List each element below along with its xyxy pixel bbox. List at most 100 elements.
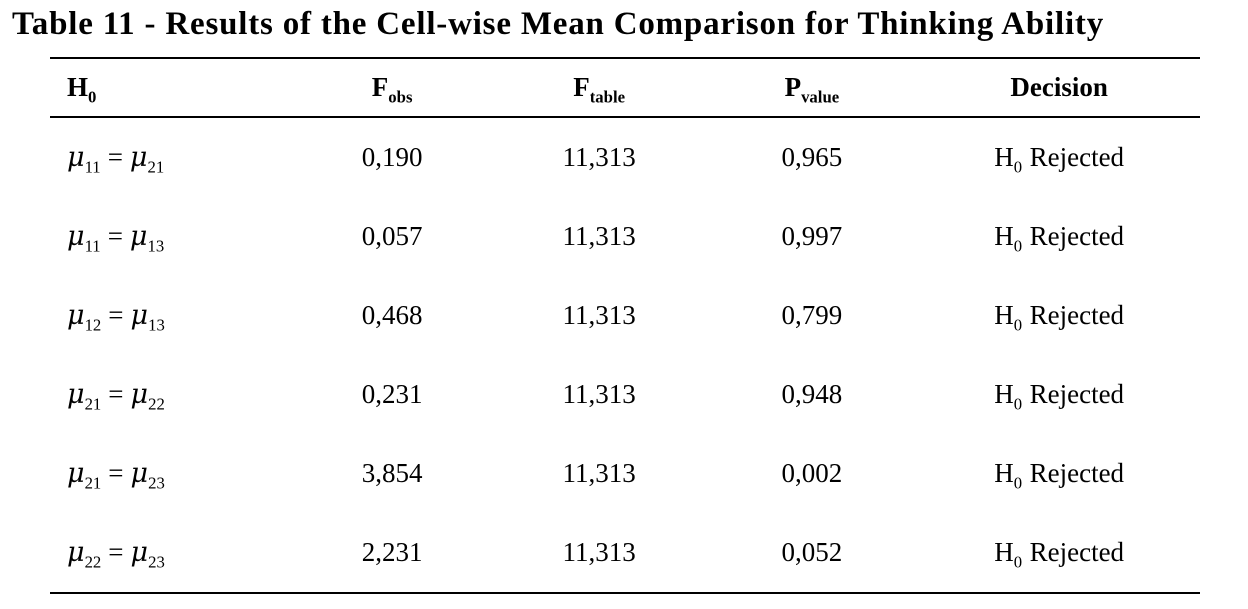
- equals-sign: =: [107, 142, 123, 172]
- decision-cell: H0 Rejected: [918, 355, 1200, 434]
- mu-symbol: μ: [130, 458, 149, 489]
- table-row: μ22 = μ23 2,231 11,313 0,052 H0 Rejected: [50, 513, 1200, 594]
- mu-symbol: μ: [67, 142, 85, 173]
- decision-cell: H0 Rejected: [918, 513, 1200, 594]
- header-h0-base: H: [67, 72, 89, 102]
- mu-left-subscript: 11: [84, 157, 101, 177]
- p-value-cell: 0,965: [781, 142, 843, 172]
- header-row: H0 Fobs Ftable Pvalue Decision: [50, 57, 1200, 118]
- decision-label: Rejected: [1029, 458, 1125, 488]
- mu-symbol: μ: [67, 300, 85, 331]
- col-header-h0: H0: [50, 57, 292, 118]
- decision-label: Rejected: [1029, 537, 1125, 567]
- mu-symbol: μ: [130, 300, 149, 331]
- f-table-cell: 11,313: [562, 300, 636, 330]
- decision-cell: H0 Rejected: [918, 197, 1200, 276]
- col-header-decision: Decision: [918, 57, 1200, 118]
- table-header: H0 Fobs Ftable Pvalue Decision: [50, 57, 1200, 118]
- decision-h-sub: 0: [1013, 473, 1023, 493]
- decision-label: Rejected: [1029, 379, 1125, 409]
- decision-label: Rejected: [1029, 300, 1125, 330]
- header-decision-base: Decision: [1010, 72, 1108, 102]
- hypothesis-cell: μ21 = μ23: [50, 434, 292, 513]
- equals-sign: =: [108, 537, 124, 567]
- f-obs-cell: 3,854: [361, 458, 423, 488]
- hypothesis-cell: μ22 = μ23: [50, 513, 292, 594]
- f-obs-cell: 0,231: [361, 379, 423, 409]
- mu-left-subscript: 22: [84, 552, 102, 572]
- header-pvalue-base: P: [784, 72, 802, 102]
- mu-right-subscript: 21: [147, 157, 165, 177]
- p-value-cell: 0,002: [781, 458, 843, 488]
- mu-symbol: μ: [67, 221, 85, 252]
- hypothesis-cell: μ12 = μ13: [50, 276, 292, 355]
- equals-sign: =: [108, 300, 124, 330]
- mu-left-subscript: 12: [84, 315, 102, 335]
- hypothesis-cell: μ21 = μ22: [50, 355, 292, 434]
- f-table-cell: 11,313: [562, 458, 636, 488]
- mu-symbol: μ: [129, 221, 148, 252]
- equals-sign: =: [108, 379, 124, 409]
- mu-left-subscript: 21: [84, 473, 102, 493]
- hypothesis-cell: μ11 = μ13: [50, 197, 292, 276]
- header-h0-sub: 0: [88, 87, 97, 107]
- decision-h-sub: 0: [1013, 394, 1023, 414]
- table-row: μ12 = μ13 0,468 11,313 0,799 H0 Rejected: [50, 276, 1200, 355]
- decision-cell: H0 Rejected: [918, 117, 1200, 197]
- table-row: μ11 = μ21 0,190 11,313 0,965 H0 Rejected: [50, 117, 1200, 197]
- results-table-container: H0 Fobs Ftable Pvalue Decision μ11 = μ21 0…: [50, 57, 1200, 594]
- header-ftable-base: F: [573, 72, 590, 102]
- decision-h-sub: 0: [1013, 552, 1023, 572]
- decision-h: H: [994, 221, 1014, 251]
- col-header-p-value: Pvalue: [705, 57, 919, 118]
- equals-sign: =: [107, 221, 123, 251]
- mu-symbol: μ: [67, 537, 85, 568]
- decision-cell: H0 Rejected: [918, 276, 1200, 355]
- mu-symbol: μ: [130, 537, 149, 568]
- f-obs-cell: 0,468: [361, 300, 423, 330]
- table-row: μ21 = μ23 3,854 11,313 0,002 H0 Rejected: [50, 434, 1200, 513]
- decision-label: Rejected: [1029, 142, 1125, 172]
- hypothesis-cell: μ11 = μ21: [50, 117, 292, 197]
- p-value-cell: 0,997: [781, 221, 843, 251]
- col-header-f-obs: Fobs: [291, 57, 493, 118]
- header-fobs-base: F: [371, 72, 389, 102]
- mu-right-subscript: 13: [147, 236, 165, 256]
- header-pvalue-sub: value: [801, 87, 840, 107]
- mu-symbol: μ: [130, 379, 149, 410]
- results-table: H0 Fobs Ftable Pvalue Decision μ11 = μ21 0…: [50, 57, 1200, 594]
- p-value-cell: 0,052: [705, 513, 919, 594]
- mu-left-subscript: 21: [84, 394, 102, 414]
- table-title: Table 11 - Results of the Cell-wise Mean…: [12, 6, 1105, 42]
- decision-h-sub: 0: [1013, 157, 1023, 177]
- mu-right-subscript: 22: [148, 394, 165, 414]
- f-table-cell: 11,313: [562, 221, 636, 251]
- col-header-f-table: Ftable: [492, 57, 706, 118]
- decision-h: H: [994, 537, 1014, 567]
- mu-symbol: μ: [67, 458, 85, 489]
- decision-h-sub: 0: [1013, 315, 1023, 335]
- decision-h: H: [994, 142, 1014, 172]
- mu-right-subscript: 23: [148, 473, 165, 493]
- mu-right-subscript: 23: [148, 552, 165, 572]
- decision-cell: H0 Rejected: [918, 434, 1200, 513]
- header-ftable-sub: table: [589, 87, 626, 107]
- table-body: μ11 = μ21 0,190 11,313 0,965 H0 Rejected μ1…: [50, 117, 1200, 594]
- decision-h-sub: 0: [1013, 236, 1023, 256]
- decision-h: H: [994, 300, 1014, 330]
- table-row: μ21 = μ22 0,231 11,313 0,948 H0 Rejected: [50, 355, 1200, 434]
- mu-symbol: μ: [129, 142, 148, 173]
- equals-sign: =: [108, 458, 124, 488]
- mu-right-subscript: 13: [148, 315, 165, 335]
- f-table-cell: 11,313: [562, 379, 636, 409]
- f-table-cell: 11,313: [562, 142, 636, 172]
- table-row: μ11 = μ13 0,057 11,313 0,997 H0 Rejected: [50, 197, 1200, 276]
- f-table-cell: 11,313: [492, 513, 706, 594]
- mu-left-subscript: 11: [84, 236, 101, 256]
- f-obs-cell: 0,057: [361, 221, 423, 251]
- mu-symbol: μ: [67, 379, 85, 410]
- f-obs-cell: 0,190: [361, 142, 423, 172]
- header-fobs-sub: obs: [388, 87, 413, 107]
- f-obs-cell: 2,231: [291, 513, 493, 594]
